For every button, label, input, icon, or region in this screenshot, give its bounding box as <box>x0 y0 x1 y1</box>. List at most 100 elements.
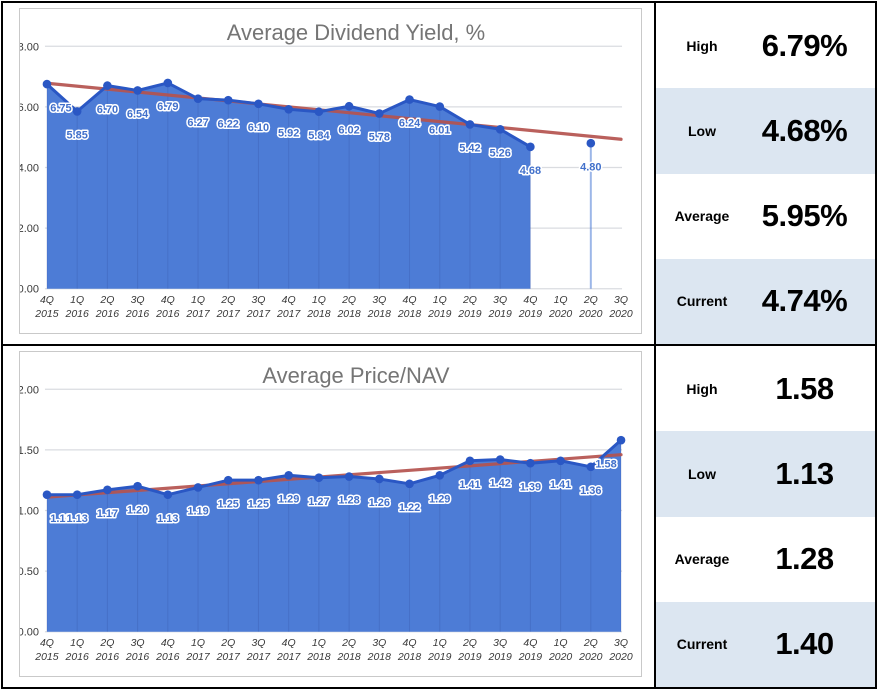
svg-text:8.00: 8.00 <box>20 41 39 53</box>
dividend-yield-chart-frame: 8.00 6.00 4.00 2.00 0.00 4Q 2015 1Q 2016 2Q 2016 3Q… <box>19 8 642 334</box>
data-labels: 1.131.13 1.17 1.201.131.191.25 1.25 1.29 1.27… <box>49 457 618 527</box>
stat-value-average: 1.28 <box>775 541 834 577</box>
data-labels: 6.75 5.85 6.70 6.54 6.79 6.27 6.22 6.10 5.92 5.84… <box>49 100 603 179</box>
svg-text:1.26: 1.26 <box>369 497 390 509</box>
svg-text:4.68: 4.68 <box>520 165 541 177</box>
stat-row-low: Low 1.13 <box>656 431 875 517</box>
data-points <box>42 78 596 152</box>
drop-lines <box>46 440 622 632</box>
dividend-yield-chart-panel: 8.00 6.00 4.00 2.00 0.00 4Q 2015 1Q 2016 2Q 2016 3Q… <box>3 3 654 344</box>
stat-label-low: Low <box>687 122 716 139</box>
drop-lines <box>46 82 531 289</box>
svg-text:5.92: 5.92 <box>278 127 299 139</box>
svg-text:1.29: 1.29 <box>278 493 299 505</box>
stat-value-low: 1.13 <box>775 455 834 491</box>
stat-label-high: High <box>686 37 718 54</box>
svg-text:1.58: 1.58 <box>595 458 616 470</box>
stat-label-average: Average <box>674 551 730 568</box>
svg-text:0.00: 0.00 <box>20 627 39 639</box>
svg-text:6.22: 6.22 <box>218 118 239 130</box>
stat-value-high: 1.58 <box>775 370 834 406</box>
stat-value-current: 4.74% <box>761 283 848 319</box>
price-nav-stats-panel: High 1.58 Low 1.13 Average 1.28 Current … <box>656 346 875 687</box>
svg-text:1.20: 1.20 <box>127 504 148 516</box>
svg-text:1.13: 1.13 <box>50 513 71 525</box>
trend-line <box>45 81 623 141</box>
stat-value-average: 5.95% <box>761 198 848 234</box>
stat-row-current: Current 1.40 <box>656 601 875 687</box>
stat-row-average: Average 1.28 <box>656 517 875 602</box>
svg-text:4.00: 4.00 <box>20 162 39 174</box>
svg-text:1.25: 1.25 <box>248 498 269 510</box>
svg-text:1.50: 1.50 <box>20 445 39 457</box>
chart-title: Average Dividend Yield, % <box>227 20 485 45</box>
stat-label-current: Current <box>676 293 728 310</box>
stat-label-low: Low <box>687 465 716 482</box>
stat-label-high: High <box>686 380 718 397</box>
svg-text:1.28: 1.28 <box>338 495 359 507</box>
svg-text:1.00: 1.00 <box>20 505 39 517</box>
svg-text:2.00: 2.00 <box>20 384 39 396</box>
svg-text:6.75: 6.75 <box>50 102 71 114</box>
svg-text:5.78: 5.78 <box>369 132 390 144</box>
svg-text:6.02: 6.02 <box>338 124 359 136</box>
svg-text:1.39: 1.39 <box>520 481 541 493</box>
svg-text:6.00: 6.00 <box>20 102 39 114</box>
svg-text:5.85: 5.85 <box>66 130 87 142</box>
svg-text:0.00: 0.00 <box>20 284 39 296</box>
svg-text:4.80: 4.80 <box>580 161 601 173</box>
svg-text:6.54: 6.54 <box>127 109 149 121</box>
svg-text:5.26: 5.26 <box>489 147 510 159</box>
stat-row-high: High 6.79% <box>656 3 875 88</box>
svg-text:1.27: 1.27 <box>308 496 329 508</box>
svg-text:1.13: 1.13 <box>66 513 87 525</box>
stat-row-average: Average 5.95% <box>656 174 875 259</box>
area-series <box>46 440 622 632</box>
svg-text:1.29: 1.29 <box>429 493 450 505</box>
svg-text:1.22: 1.22 <box>399 502 420 514</box>
stat-label-average: Average <box>674 208 730 225</box>
svg-text:1.19: 1.19 <box>187 506 208 518</box>
stat-value-low: 4.68% <box>761 112 848 148</box>
svg-text:1.41: 1.41 <box>550 479 571 491</box>
area-series <box>46 82 592 289</box>
svg-text:6.24: 6.24 <box>399 118 421 130</box>
